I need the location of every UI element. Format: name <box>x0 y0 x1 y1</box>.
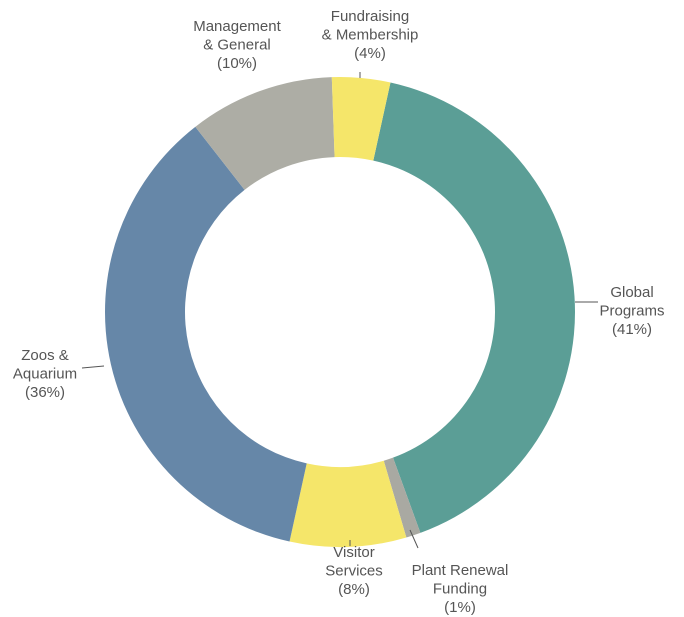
slice-label: & Membership <box>322 26 419 43</box>
leader-line <box>81 365 105 369</box>
slice-label: Management <box>193 18 281 35</box>
donut-slice <box>331 77 391 161</box>
slice-label: Funding <box>433 580 487 597</box>
slice-label: Plant Renewal <box>412 562 509 579</box>
leader-line <box>409 529 419 549</box>
donut-slice <box>105 126 307 542</box>
value-label: (36%) <box>25 384 65 401</box>
donut-slice <box>195 77 335 190</box>
slice-label: Fundraising <box>331 8 409 25</box>
slice-label: Zoos & <box>21 347 69 364</box>
donut-slice <box>289 460 407 547</box>
slice-label: Programs <box>599 302 664 319</box>
value-label: (1%) <box>444 599 476 616</box>
value-label: (41%) <box>612 321 652 338</box>
slice-label: Aquarium <box>13 365 77 382</box>
slice-label: Services <box>325 562 383 579</box>
value-label: (8%) <box>338 581 370 598</box>
slice-label: Visitor <box>333 544 374 561</box>
value-label: (10%) <box>217 55 257 72</box>
donut-slice <box>373 82 575 533</box>
slice-label: Global <box>610 284 653 301</box>
donut-slice <box>383 457 421 538</box>
slice-label: & General <box>203 36 271 53</box>
value-label: (4%) <box>354 45 386 62</box>
